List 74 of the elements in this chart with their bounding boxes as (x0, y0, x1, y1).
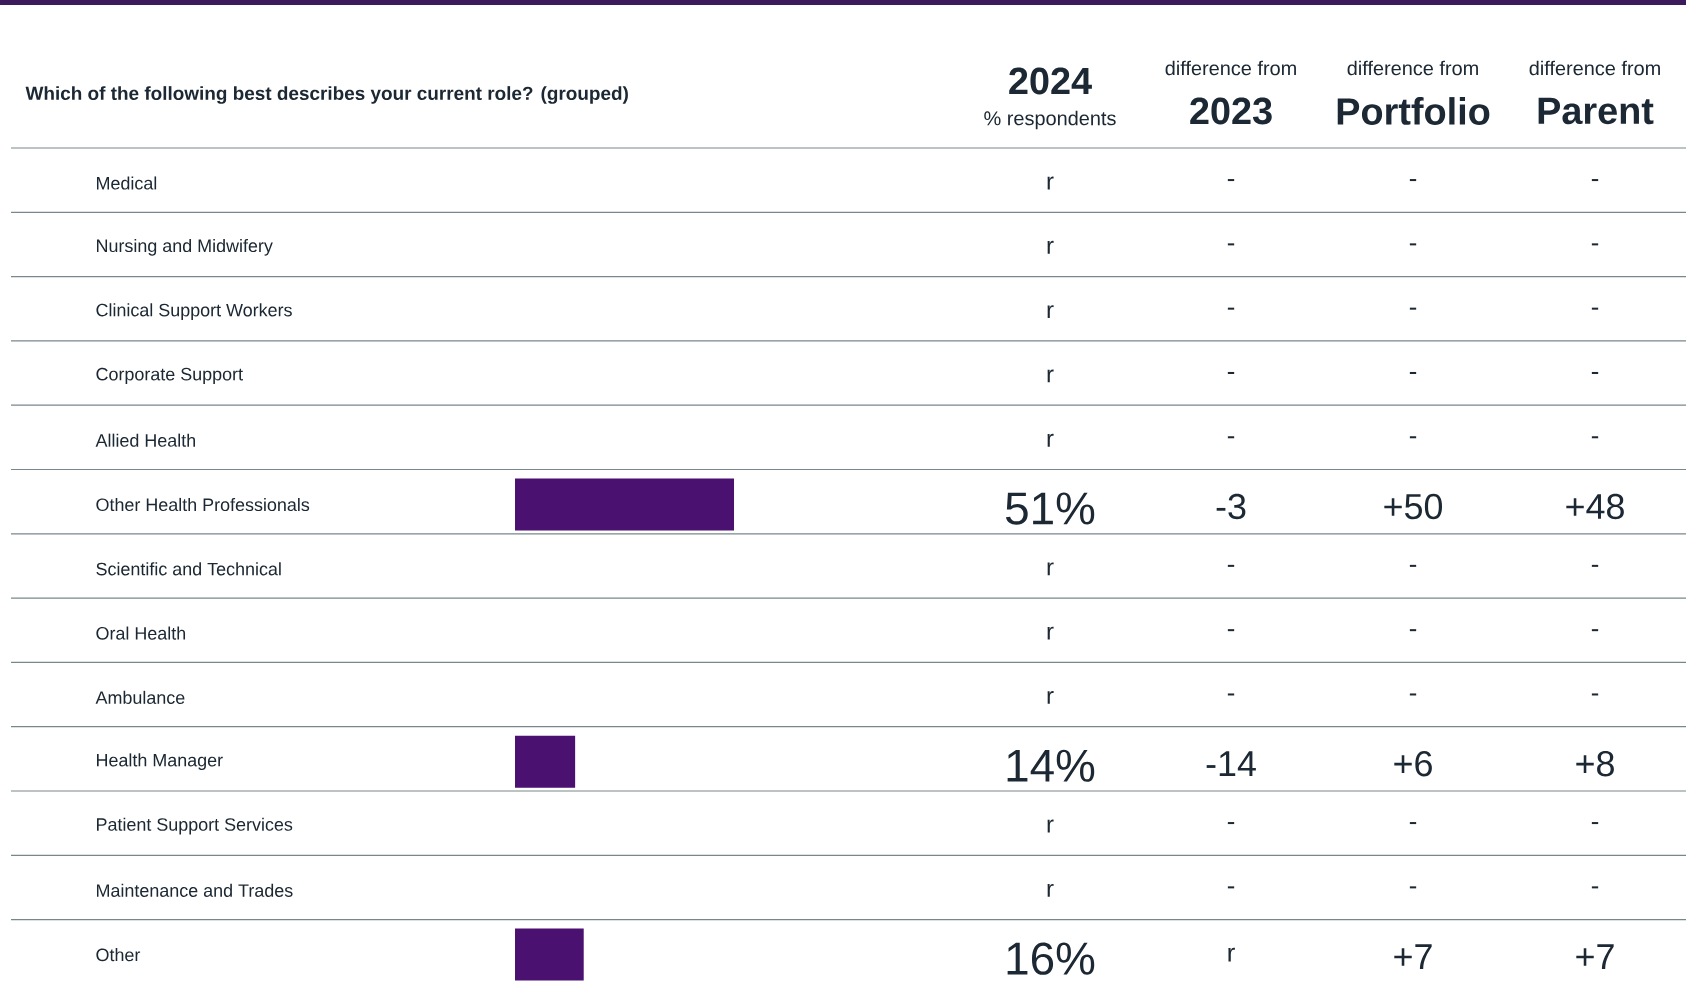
y-tick-label: Other (96, 948, 141, 962)
text: - (1227, 693, 1235, 696)
text: - (1227, 886, 1235, 889)
y-tick-label: Medical (96, 176, 157, 190)
text: Which of the following best describes your current role? (grouped) (25, 86, 628, 104)
text: difference from (1165, 60, 1296, 76)
text: r (1047, 691, 1054, 704)
text: % respondents (984, 110, 1116, 130)
y-tick-label: Health Manager (96, 753, 223, 771)
y-tick-label: Nursing and Midwifery (96, 239, 273, 256)
text: - (1227, 629, 1235, 632)
text: - (1409, 886, 1417, 889)
text: - (1227, 372, 1235, 375)
text: - (1591, 886, 1599, 889)
text: - (1409, 372, 1417, 375)
y-tick-label: Other Health Professionals (96, 498, 310, 512)
text: - (1409, 629, 1417, 632)
text: - (1409, 822, 1417, 825)
text: - (1591, 564, 1599, 567)
text: - (1409, 307, 1417, 310)
text: r (1047, 433, 1054, 447)
y-tick-label: Patient Support Services (96, 817, 293, 835)
text: - (1227, 564, 1235, 567)
text: - (1409, 693, 1417, 696)
text: r (1228, 947, 1235, 962)
text: +48 (1566, 493, 1624, 520)
text: - (1591, 629, 1599, 632)
text: - (1591, 243, 1599, 246)
text: difference from (1347, 60, 1478, 76)
text: - (1227, 243, 1235, 246)
text: - (1227, 436, 1235, 439)
data-label: 14% (1007, 749, 1095, 782)
text: +50 (1384, 493, 1443, 520)
y-tick-label: Scientific and Technical (96, 562, 281, 576)
text: r (1047, 819, 1054, 833)
text: - (1409, 243, 1417, 246)
text: - (1591, 693, 1599, 696)
data-label: 16% (1007, 942, 1095, 975)
text: r (1047, 562, 1054, 576)
y-tick-label: Corporate Support (96, 367, 243, 385)
text: - (1227, 307, 1235, 310)
text: - (1227, 179, 1235, 182)
text: +8 (1576, 751, 1614, 777)
text: - (1591, 372, 1599, 375)
data-label: 51% (1005, 492, 1095, 525)
text: +6 (1394, 751, 1432, 777)
text: +7 (1576, 944, 1614, 970)
text: Portfolio (1337, 97, 1490, 126)
text: - (1591, 436, 1599, 439)
text: r (1047, 241, 1054, 254)
text: - (1227, 822, 1235, 825)
text: - (1409, 179, 1417, 182)
text: 2024 (1009, 67, 1092, 95)
text: -14 (1206, 751, 1256, 777)
text: - (1409, 436, 1417, 439)
text: r (1047, 369, 1054, 383)
text: r (1047, 626, 1054, 640)
text: - (1409, 564, 1417, 567)
text: r (1047, 884, 1054, 897)
text: - (1591, 179, 1599, 182)
text: +7 (1394, 944, 1432, 970)
text: r (1047, 176, 1054, 190)
y-tick-label: Maintenance and Trades (96, 883, 293, 898)
y-tick-label: Allied Health (95, 433, 196, 447)
text: - (1591, 822, 1599, 825)
y-tick-label: Clinical Support Workers (96, 303, 292, 321)
text: -3 (1216, 493, 1246, 520)
text: - (1591, 307, 1599, 310)
text: Parent (1538, 97, 1654, 125)
y-tick-label: Oral Health (96, 626, 186, 640)
y-tick-label: Ambulance (95, 690, 185, 705)
text: difference from (1529, 60, 1660, 76)
text: 2023 (1190, 97, 1272, 125)
text: r (1047, 305, 1054, 319)
